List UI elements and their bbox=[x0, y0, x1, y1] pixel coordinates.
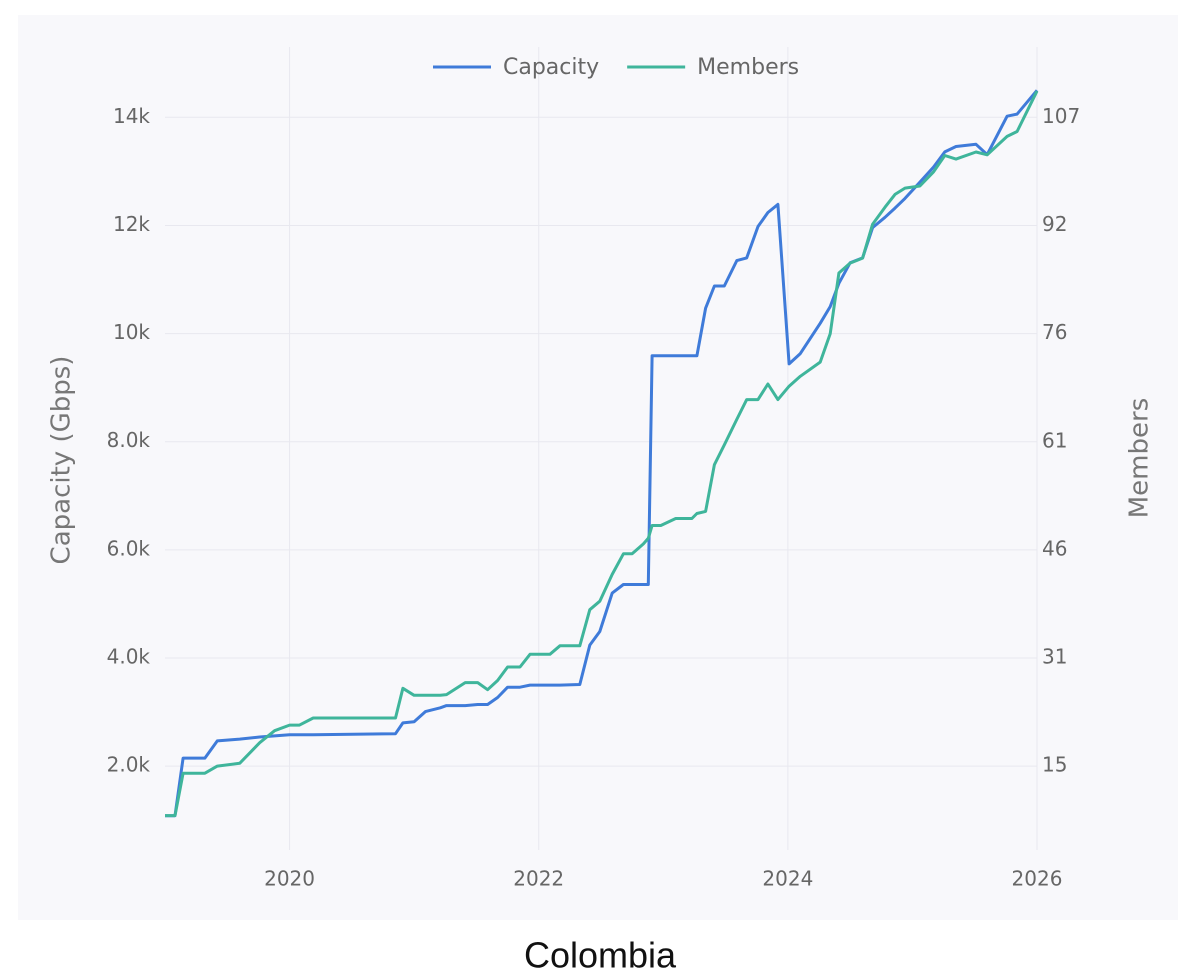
y2-tick-label: 61 bbox=[1042, 428, 1067, 452]
y2-tick-label: 107 bbox=[1042, 104, 1080, 128]
y2-tick-label: 15 bbox=[1042, 753, 1067, 777]
y-tick-label: 8.0k bbox=[107, 428, 151, 452]
chart-title: Colombia bbox=[524, 935, 677, 975]
y2-tick-label: 76 bbox=[1042, 320, 1067, 344]
y2-tick-label: 92 bbox=[1042, 212, 1067, 236]
legend-label: Members bbox=[697, 55, 799, 80]
legend-label: Capacity bbox=[503, 55, 599, 80]
y-tick-label: 6.0k bbox=[107, 536, 151, 560]
y-tick-label: 2.0k bbox=[107, 753, 151, 777]
x-tick-label: 2022 bbox=[513, 867, 564, 891]
x-tick-label: 2026 bbox=[1012, 867, 1063, 891]
y2-tick-label: 31 bbox=[1042, 645, 1067, 669]
y2-axis-title: Members bbox=[1125, 398, 1155, 519]
y2-tick-label: 46 bbox=[1042, 536, 1067, 560]
x-tick-label: 2024 bbox=[762, 867, 813, 891]
series-line bbox=[165, 89, 1039, 818]
series-line bbox=[165, 90, 1039, 818]
x-tick-label: 2020 bbox=[264, 867, 315, 891]
y-tick-label: 12k bbox=[113, 212, 150, 236]
plot-panel bbox=[18, 15, 1178, 920]
y-axis-title: Capacity (Gbps) bbox=[47, 356, 77, 565]
y-tick-label: 4.0k bbox=[107, 645, 151, 669]
y-tick-label: 10k bbox=[113, 320, 150, 344]
y-tick-label: 14k bbox=[113, 104, 150, 128]
